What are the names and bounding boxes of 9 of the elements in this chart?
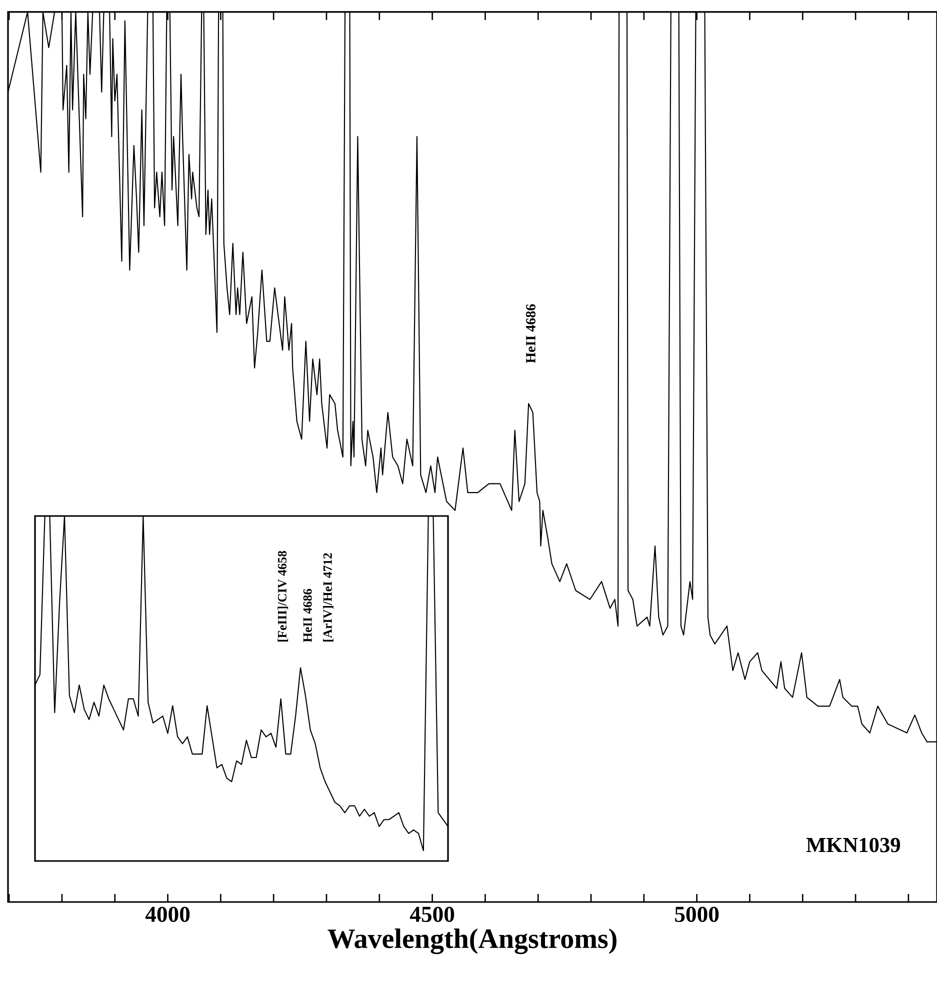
x-tick-label: 5000 xyxy=(675,906,719,922)
x-tick-label: 4000 xyxy=(145,906,190,922)
annotation: [FeIII]/CIV 4658 xyxy=(278,550,288,642)
annotation: [ArIV]/HeI 4712 xyxy=(323,553,334,642)
annotation: MKN1039 xyxy=(806,838,900,852)
x-tick-label: 4500 xyxy=(410,906,454,922)
annotation: HeII 4686 xyxy=(303,588,312,642)
annotation: HeII 4686 xyxy=(526,304,536,364)
x-axis-title: Wavelength(Angstroms) xyxy=(328,928,616,954)
